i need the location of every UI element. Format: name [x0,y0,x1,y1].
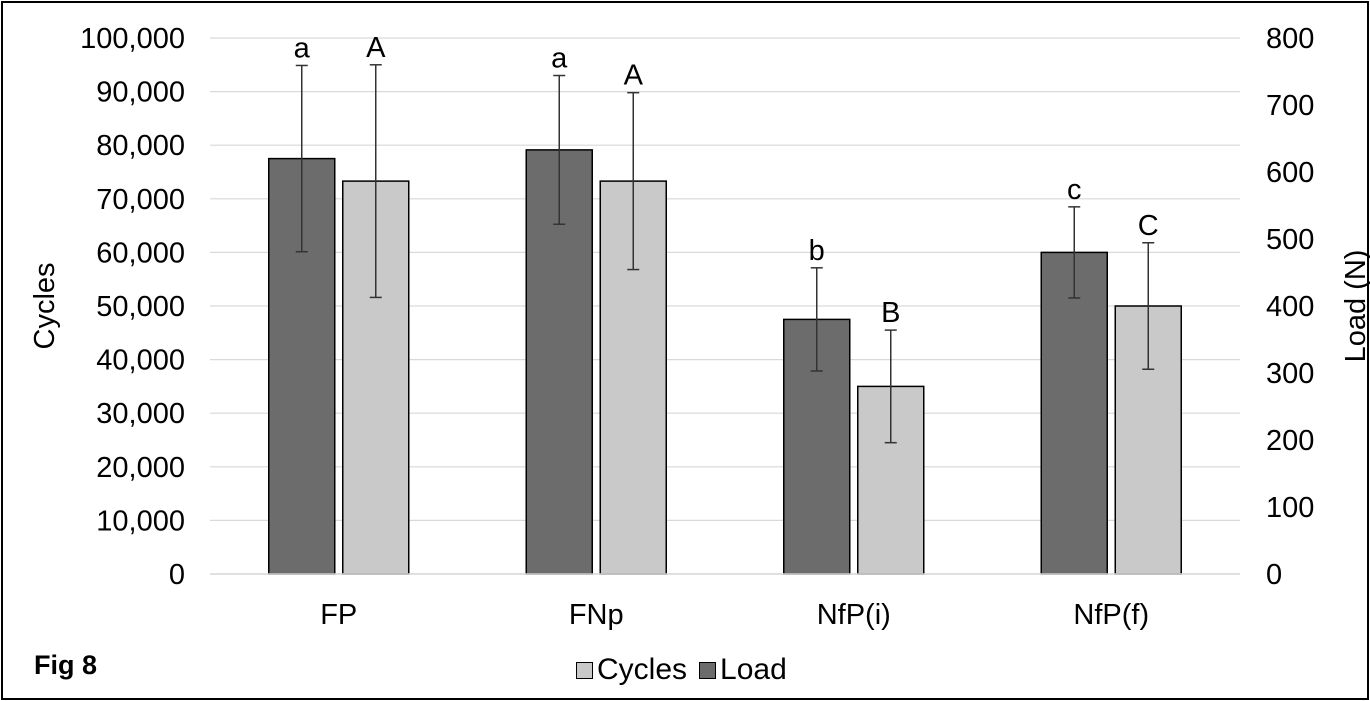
y-tick-label-right: 700 [1266,90,1314,122]
legend-swatch-cycles [576,661,593,679]
significance-letter: A [366,32,386,64]
legend-label-load: Load [720,653,787,686]
bar-load [1040,251,1108,575]
y-tick-label-right: 100 [1266,492,1314,524]
y-tick-label-left: 20,000 [96,452,185,484]
legend-label-cycles: Cycles [597,653,688,686]
significance-letter: C [1138,210,1159,242]
y-tick-label-left: 90,000 [96,77,185,109]
significance-letter: A [624,60,644,92]
legend-swatch-load [699,661,717,679]
significance-letter: B [881,297,900,329]
figure-label: Fig 8 [34,650,98,680]
y-tick-label-left: 100,000 [80,23,185,55]
y-tick-label-right: 500 [1266,224,1314,256]
x-tick-label: FNp [569,599,624,631]
y-tick-label-left: 70,000 [96,184,185,216]
significance-letter: b [809,235,825,267]
y-tick-label-left: 80,000 [96,130,185,162]
y-axis-title-left: Cycles [29,262,61,349]
significance-letter: c [1067,174,1082,206]
y-tick-label-right: 300 [1266,358,1314,390]
chart-legend: Cycles Load [576,653,799,687]
legend-item-cycles: Cycles [576,653,687,687]
y-tick-label-left: 10,000 [96,505,185,537]
significance-letter: a [551,43,568,75]
y-tick-label-right: 400 [1266,291,1314,323]
y-tick-label-left: 60,000 [96,237,185,269]
y-tick-label-right: 0 [1266,559,1282,591]
y-tick-label-left: 0 [169,559,185,591]
y-tick-label-left: 30,000 [96,398,185,430]
y-tick-label-left: 50,000 [96,291,185,323]
x-tick-label: NfP(i) [817,599,891,631]
y-tick-label-right: 600 [1266,157,1314,189]
significance-letter: a [294,32,311,64]
x-tick-label: NfP(f) [1073,599,1149,631]
y-tick-label-right: 800 [1266,23,1314,55]
y-axis-title-right: Load (N) [1340,250,1370,363]
y-tick-label-right: 200 [1266,425,1314,457]
x-tick-label: FP [320,599,357,631]
y-tick-label-left: 40,000 [96,345,185,377]
legend-item-load: Load [699,653,787,687]
